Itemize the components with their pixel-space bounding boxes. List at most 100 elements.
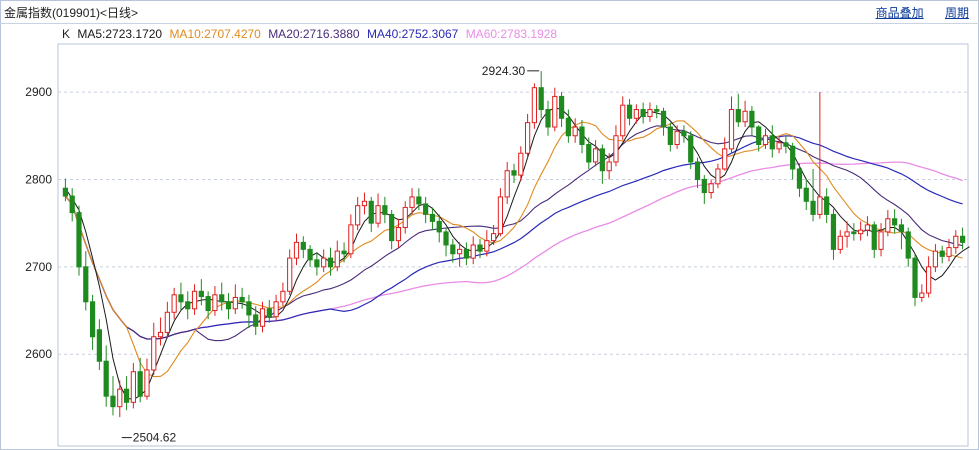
candle-up	[484, 240, 490, 252]
candle-up	[919, 292, 925, 298]
candle-down	[892, 218, 898, 226]
candle-up	[375, 205, 381, 224]
candle-up	[878, 231, 884, 250]
candle-down	[450, 244, 456, 255]
candle-down	[103, 360, 109, 397]
candle-down	[912, 257, 918, 298]
candle-down	[565, 117, 571, 137]
candle-down	[110, 395, 116, 408]
candle-down	[443, 231, 449, 246]
candle-up	[885, 218, 891, 233]
candle-down	[137, 371, 143, 397]
period-link[interactable]: 周期	[944, 6, 969, 20]
candle-up	[606, 161, 612, 172]
candle-down	[558, 95, 565, 119]
candle-up	[293, 241, 300, 259]
candle-up	[552, 95, 558, 128]
candle-down	[463, 248, 470, 259]
candle-down	[749, 110, 755, 128]
candle-up	[613, 135, 619, 163]
y-tick-label: 2800	[25, 172, 52, 186]
candle-up	[647, 109, 653, 118]
k-label: K	[62, 27, 71, 41]
candle-down	[266, 308, 272, 318]
candle-down	[959, 235, 966, 243]
candle-down	[198, 290, 204, 298]
candle-up	[287, 257, 293, 292]
candle-down	[701, 178, 707, 194]
y-tick-label: 2700	[25, 260, 52, 274]
candle-down	[640, 109, 646, 118]
candle-up	[722, 148, 728, 170]
candle-up	[144, 369, 150, 397]
candle-up	[844, 231, 850, 237]
candle-down	[314, 259, 320, 268]
candle-down	[69, 195, 75, 214]
candle-down	[905, 231, 911, 259]
candle-up	[742, 110, 748, 123]
candle-down	[851, 231, 857, 235]
candle-up	[708, 183, 714, 194]
ma60-line	[64, 161, 963, 340]
candle-up	[728, 109, 735, 150]
candle-down	[307, 248, 313, 261]
candle-down	[681, 130, 687, 137]
candle-down	[824, 196, 830, 215]
candle-down	[796, 168, 803, 189]
title-bar: 金属指数(019901)<日线> 商品叠加 周期	[0, 0, 979, 23]
candle-down	[423, 203, 429, 215]
candle-down	[253, 314, 259, 327]
candle-up	[409, 196, 415, 208]
candle-up	[817, 196, 823, 215]
candle-down	[810, 200, 816, 215]
candle-up	[858, 229, 864, 235]
title-separator	[0, 23, 979, 24]
ma-legend: K MA5:2723.1720 MA10:2707.4270 MA20:2716…	[62, 27, 561, 41]
candle-up	[117, 388, 123, 408]
candle-down	[579, 126, 585, 145]
candle-down	[871, 224, 877, 250]
candle-down	[382, 205, 388, 215]
overlay-commodity-link[interactable]: 商品叠加	[875, 6, 924, 20]
candle-up	[953, 235, 959, 249]
candle-up	[946, 247, 952, 257]
candle-down	[694, 161, 701, 180]
candle-down	[790, 145, 796, 170]
candle-down	[327, 257, 334, 268]
candle-up	[273, 301, 279, 318]
chart-title: 金属指数(019901)<日线>	[4, 6, 139, 20]
candle-down	[96, 329, 102, 362]
header-links: 商品叠加 周期	[858, 4, 969, 21]
candle-down	[62, 187, 69, 197]
high-label: 2924.30	[482, 64, 526, 78]
candle-down	[429, 213, 436, 222]
candle-down	[688, 135, 694, 163]
candle-down	[225, 301, 232, 310]
candle-up	[151, 336, 157, 371]
candle-down	[178, 294, 184, 303]
candle-up	[592, 148, 599, 163]
candle-up	[926, 266, 932, 294]
legend-ma20: MA20:2716.3880	[268, 27, 360, 41]
candle-up	[130, 371, 136, 403]
candle-down	[185, 301, 191, 310]
candle-down	[76, 212, 82, 268]
candle-up	[504, 170, 510, 198]
candle-up	[157, 331, 164, 338]
candle-down	[436, 220, 442, 233]
candle-up	[232, 296, 238, 310]
y-tick-label: 2900	[25, 85, 52, 99]
y-tick-label: 2600	[25, 347, 52, 361]
candle-down	[511, 170, 517, 176]
candle-down	[769, 135, 775, 150]
legend-ma5: MA5:2723.1720	[77, 27, 163, 41]
candle-down	[300, 241, 306, 250]
candle-up	[762, 135, 769, 145]
candle-down	[389, 213, 395, 242]
candle-down	[219, 294, 225, 303]
candle-up	[395, 227, 402, 242]
candle-up	[491, 233, 497, 242]
candle-up	[531, 87, 537, 124]
low-label: 2504.62	[133, 431, 177, 445]
